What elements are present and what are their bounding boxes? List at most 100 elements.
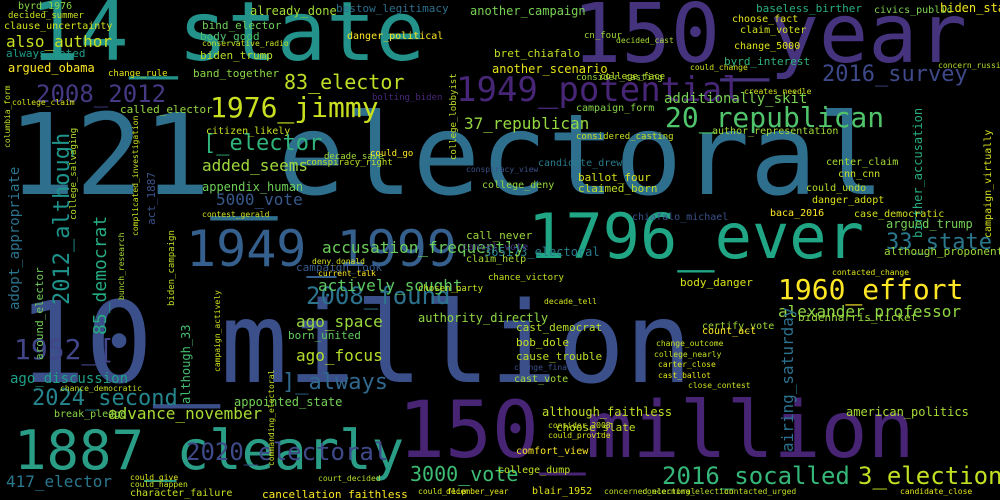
cloud-word: creates_needle [744,87,812,96]
cloud-word: biden_state [940,1,1000,15]
cloud-word: 2008_2012 [36,80,167,108]
cloud-word: college_nearly [654,350,722,359]
cloud-word: bidenharris_ticket [798,311,918,324]
cloud-word: authority_directly [418,311,549,325]
cloud-word: called_elector [120,103,213,116]
cloud-word: bret_chiafalo [494,47,581,60]
cloud-word: could_provide [548,431,611,440]
cloud-word: 14_state [30,0,425,80]
cloud-word: chosen_party [418,284,484,294]
cloud-word: 20_republican [665,101,885,134]
cloud-word: count_act [702,326,757,337]
cloud-word: ago_focus [296,346,383,365]
cloud-word: 33_state [886,230,992,255]
cloud-word: bob_dole [516,336,569,349]
cloud-word: decade_save [324,152,384,162]
cloud-word: concerning_election [642,487,734,496]
cloud-word: actively_sought [318,276,463,295]
cloud-word: 1949_potential [456,70,743,110]
cloud-word: conspiracy_view [466,165,539,174]
cloud-word: commanding_electoral [267,369,276,466]
cloud-word: change_5000 [734,41,801,52]
cloud-word: december_year [446,487,509,496]
cloud-word: complicated_investigation [131,115,140,236]
cloud-word: always_voted [6,47,86,60]
cloud-word: 2016_survey [822,62,968,87]
cloud-word: contacted_urged [724,487,797,496]
cloud-word: citizen_likely [206,126,291,137]
cloud-word: 2008_found [306,282,451,310]
cloud-word: 365173_electoral [484,245,600,259]
cloud-word: candidate_drew [538,158,623,169]
cloud-word: could_flip [418,487,467,496]
cloud-word: ago_discussion [10,371,129,387]
cloud-word: character_failure [130,488,233,499]
cloud-word: argued_obama [8,61,95,75]
cloud-word: accusation_frequently [322,238,525,257]
cloud-word: 1887_clearly [14,419,405,482]
cloud-word: 1952_[ [14,333,116,366]
cloud-word: baca_2016 [770,208,825,219]
cloud-word: bolting_biden [372,93,443,103]
cloud-word: concerned_electoral [604,487,696,496]
cloud-word: change_outcome [656,339,724,348]
cloud-word: another_scenario [492,62,608,76]
cloud-word: consider_casting [576,73,663,83]
cloud-word: could_happen [130,480,188,489]
cloud-word: college_salvaging [69,127,79,220]
cloud-word: deny_donald [312,257,365,266]
cloud-word: cast_democrat [516,321,603,334]
cloud-word: baseless_birther [756,2,862,15]
cloud-word: although_faithless [542,405,673,419]
cloud-word: college_face [600,72,666,82]
cloud-word: adopt_appropriate [7,166,23,310]
cloud-word: band_together [193,67,280,80]
cloud-word: case_democratic [854,209,945,220]
cloud-word: 1796_ever [528,200,864,273]
cloud-word: danger_political [347,31,444,42]
cloud-word: candidate_close [900,487,973,496]
cloud-word: center_claim [826,157,899,168]
cloud-word: ]_always [282,370,388,395]
cloud-word: alexander_professor [778,302,962,321]
cloud-word: cancel_vote [462,242,529,253]
cloud-word: 2016_socalled [662,462,850,490]
cloud-word: biden_trump [200,49,273,62]
cloud-word: 1960_effort [778,273,964,306]
cloud-word: court_decided [318,474,381,483]
cloud-word: claim_help [466,254,527,265]
cloud-word: 3000_vote [410,462,519,486]
cloud-word: although_proponent [884,245,1000,258]
cloud-word: campaign_form [576,103,655,114]
cloud-word: college_claim [12,98,75,107]
cloud-word: 2020_electoral [186,438,389,466]
cloud-word: 2024_second [32,386,178,411]
cloud-word: act_1887 [145,172,158,225]
cloud-word: close_contest [688,381,751,390]
cloud-word: 83_elector [284,70,405,94]
cloud-word: college_lobbyist [449,73,459,160]
cloud-word: ago_space [296,312,383,331]
cloud-word: 1949_1999 [186,220,457,278]
cloud-word: could_undo [806,183,867,194]
cloud-word: 5000_vote [216,190,303,209]
cloud-word: also_author [6,32,112,51]
cloud-word: certify_vote [702,321,775,332]
cloud-word: 37_republican [464,114,590,133]
cloud-word: american_politics [846,405,969,419]
cloud-word: blair_1952 [532,486,593,497]
cloud-word: comfort_view [516,446,589,457]
cloud-word: conservative_radio [202,39,289,48]
cloud-word: claim_voter [740,25,807,36]
cloud-word: cause_trouble [516,350,603,363]
cloud-word: could_give [130,473,179,482]
cloud-word: change_final [514,363,572,372]
cloud-word: another_campaign [470,4,586,18]
cloud-word: choose_fact [732,14,799,25]
cloud-word: current_talk [318,269,376,278]
cloud-word: bunch_research [117,232,126,300]
cloud-word: around_elector [33,267,46,360]
cloud-word: argued_trump [886,217,973,231]
cloud-word: decade_tell [544,297,597,306]
